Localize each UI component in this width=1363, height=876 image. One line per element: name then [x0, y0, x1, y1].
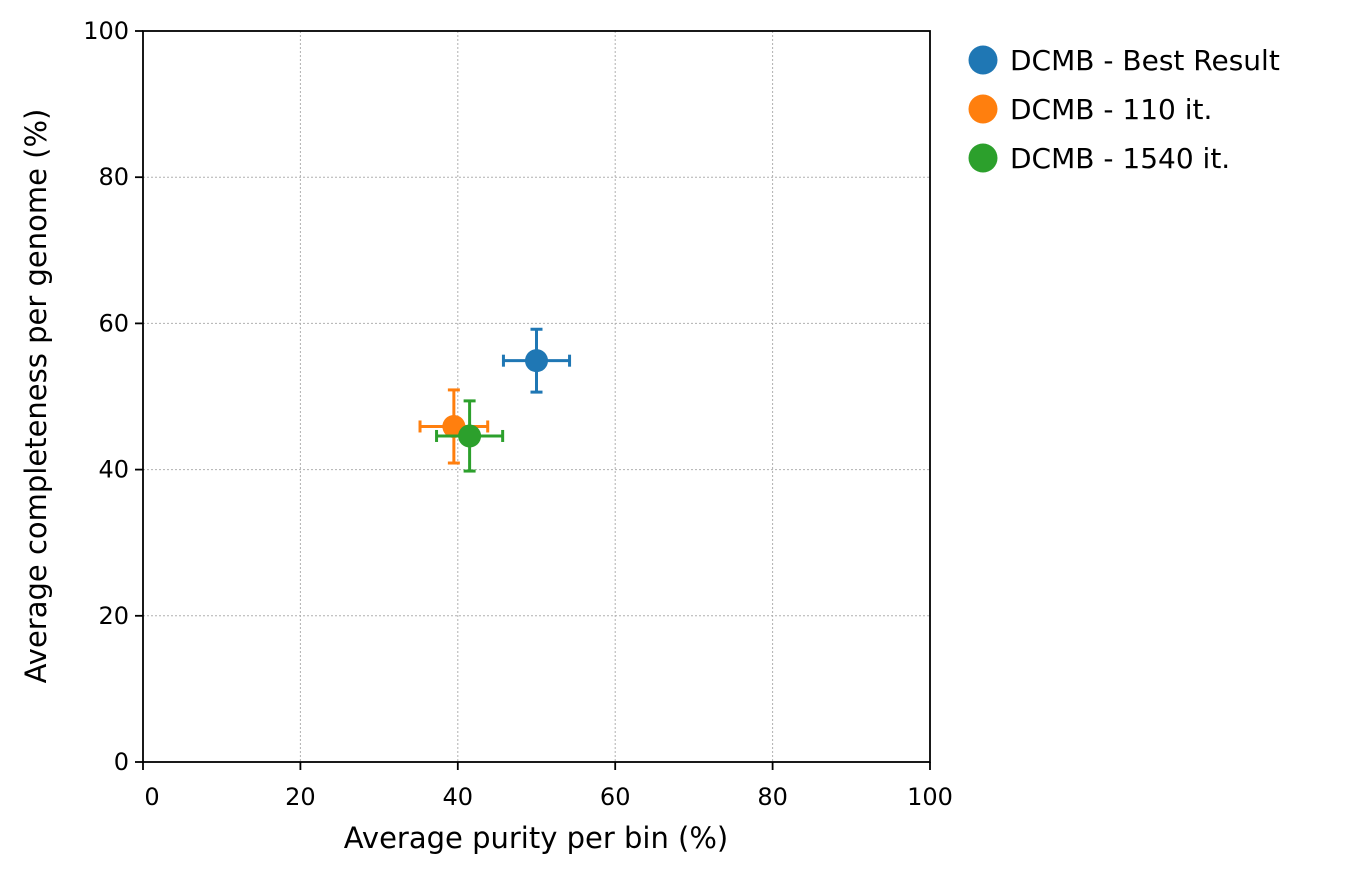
axis-ticks: 0 20 40 60 80 100 0 20 40 60 80 100 — [83, 17, 953, 811]
legend-marker — [968, 143, 998, 173]
legend-item: DCMB - 110 it. — [968, 93, 1212, 126]
x-tick-label: 20 — [285, 783, 316, 811]
y-tick-label: 0 — [114, 748, 129, 776]
x-axis-title: Average purity per bin (%) — [344, 821, 728, 855]
x-tick-label: 0 — [144, 783, 159, 811]
data-point — [435, 399, 505, 473]
point-marker — [458, 424, 482, 448]
legend-label: DCMB - 1540 it. — [1010, 142, 1230, 175]
y-tick-label: 80 — [98, 163, 129, 191]
y-axis-title: Average completeness per genome (%) — [19, 109, 53, 684]
y-tick-label: 100 — [83, 17, 129, 45]
y-tick-label: 40 — [98, 456, 129, 484]
plot-frame — [142, 30, 931, 763]
grid — [143, 31, 930, 762]
legend-marker — [968, 94, 998, 124]
legend-label: DCMB - Best Result — [1010, 44, 1280, 77]
legend-marker — [968, 45, 998, 75]
data-points — [418, 327, 572, 473]
y-tick-label: 60 — [98, 309, 129, 337]
legend: DCMB - Best Result DCMB - 110 it. DCMB - 1… — [968, 44, 1280, 175]
data-point — [501, 327, 572, 394]
x-tick-label: 80 — [757, 783, 788, 811]
legend-item: DCMB - Best Result — [968, 44, 1280, 77]
legend-label: DCMB - 110 it. — [1010, 93, 1212, 126]
point-marker — [525, 349, 548, 373]
x-tick-label: 100 — [907, 783, 953, 811]
legend-item: DCMB - 1540 it. — [968, 142, 1230, 175]
x-tick-label: 60 — [600, 783, 631, 811]
y-tick-label: 20 — [98, 602, 129, 630]
x-tick-label: 40 — [443, 783, 474, 811]
